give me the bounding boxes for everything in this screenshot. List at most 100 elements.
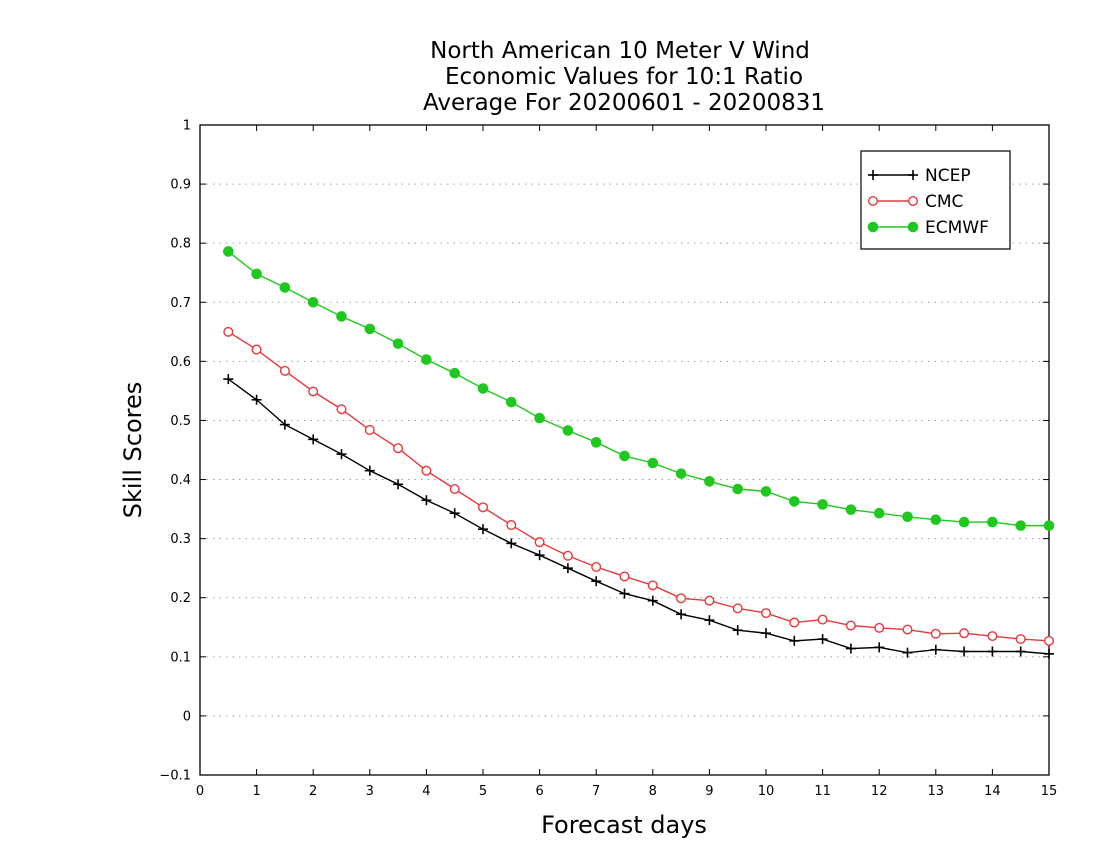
data-point-ncep [591, 576, 602, 587]
legend-entry-ncep: NCEP [868, 166, 971, 186]
data-point-cmc [336, 404, 347, 415]
data-point-ncep [364, 465, 375, 476]
data-point-cmc [421, 465, 432, 476]
data-point-cmc [959, 628, 970, 639]
data-point-ecmwf [732, 483, 744, 495]
series-ecmwf [223, 246, 1055, 531]
data-point-cmc [478, 502, 489, 513]
chart-title: North American 10 Meter V Wind Economic … [423, 38, 825, 116]
y-tick-label: 1 [183, 119, 191, 134]
data-point-ncep [930, 644, 941, 655]
y-tick-label: 0 [183, 709, 191, 724]
data-point-ncep [336, 449, 347, 460]
series-cmc [223, 326, 1054, 646]
x-axis: 0 1 2 3 4 5 6 7 8 9 10 11 12 13 14 15 [196, 125, 1057, 799]
data-point-cmc [704, 595, 715, 606]
x-tick-label: 11 [814, 784, 831, 799]
data-point-cmc [647, 580, 658, 591]
legend-label-ncep: NCEP [925, 166, 971, 186]
data-point-ncep [308, 434, 319, 445]
data-point-ncep [421, 495, 432, 506]
x-axis-title: Forecast days [541, 811, 707, 839]
data-point-cmc [619, 571, 630, 582]
data-point-cmc [930, 628, 941, 639]
title-line-2: Economic Values for 10:1 Ratio [445, 64, 803, 90]
x-tick-label: 12 [871, 784, 888, 799]
x-tick-label: 9 [705, 784, 713, 799]
data-point-ncep [279, 419, 290, 430]
data-point-ecmwf [902, 511, 913, 523]
legend-entry-ecmwf: ECMWF [867, 218, 989, 238]
x-tick-label: 15 [1041, 784, 1058, 799]
data-point-ecmwf [590, 437, 602, 448]
data-point-cmc [845, 620, 856, 631]
data-point-ncep [506, 538, 517, 549]
data-point-cmc [393, 443, 404, 454]
x-tick-label: 10 [758, 784, 775, 799]
data-point-ecmwf [873, 507, 885, 519]
legend: NCEP CMC ECMWF [860, 150, 1011, 250]
data-point-cmc [1043, 635, 1054, 646]
x-tick-label: 14 [984, 784, 1001, 799]
data-point-ncep [987, 646, 998, 657]
data-point-ncep [647, 595, 658, 606]
data-point-ecmwf [392, 338, 404, 349]
data-point-ncep [761, 628, 771, 639]
data-point-cmc [732, 603, 743, 614]
y-tick-label: 0.4 [170, 473, 191, 488]
data-point-ecmwf [817, 499, 828, 510]
data-point-ncep [562, 563, 573, 574]
data-point-ecmwf [336, 311, 347, 322]
x-tick-label: 13 [928, 784, 945, 799]
data-point-cmc [279, 365, 290, 376]
data-point-ecmwf [506, 396, 517, 408]
data-point-cmc [902, 624, 913, 635]
data-point-cmc [506, 520, 517, 531]
title-line-3: Average For 20200601 - 20200831 [423, 90, 825, 116]
series-line-ncep [227, 378, 1050, 655]
data-point-cmc [676, 593, 687, 604]
data-point-ncep [251, 394, 262, 405]
data-point-ncep [1044, 648, 1054, 659]
data-point-cmc [987, 631, 998, 642]
legend-marker [868, 195, 879, 206]
data-point-ncep [223, 374, 234, 385]
legend-label-ecmwf: ECMWF [925, 218, 989, 238]
y-tick-label: 0.1 [170, 650, 191, 665]
data-point-ecmwf [760, 486, 772, 497]
data-point-ecmwf [449, 367, 461, 379]
data-point-ecmwf [279, 282, 291, 293]
data-point-ecmwf [1043, 520, 1055, 531]
y-axis-title: Skill Scores [119, 382, 147, 519]
data-point-cmc [817, 614, 828, 625]
data-point-ecmwf [675, 468, 687, 479]
data-point-cmc [874, 622, 885, 633]
data-point-ecmwf [307, 296, 319, 308]
data-point-cmc [251, 344, 262, 355]
x-tick-label: 4 [422, 784, 430, 799]
data-point-cmc [562, 550, 573, 561]
data-point-cmc [534, 537, 545, 548]
data-point-ncep [393, 479, 404, 490]
data-point-ecmwf [364, 323, 376, 335]
gridlines [200, 183, 1049, 717]
y-tick-label: 0.7 [170, 296, 191, 311]
x-tick-label: 0 [196, 784, 204, 799]
data-point-cmc [789, 617, 800, 628]
legend-marker [908, 170, 918, 180]
data-point-cmc [223, 326, 234, 337]
data-point-ncep [845, 643, 856, 654]
data-point-ecmwf [789, 496, 800, 507]
y-tick-label: 0.2 [170, 591, 191, 606]
title-line-1: North American 10 Meter V Wind [430, 38, 810, 64]
series-line-ecmwf [227, 250, 1049, 527]
data-point-ecmwf [251, 268, 262, 280]
data-point-ecmwf [845, 504, 857, 515]
data-point-ncep [534, 550, 545, 561]
x-tick-label: 2 [309, 784, 317, 799]
data-point-cmc [761, 608, 772, 619]
data-point-cmc [591, 562, 602, 573]
legend-marker [908, 195, 919, 206]
data-point-ecmwf [1015, 520, 1027, 531]
